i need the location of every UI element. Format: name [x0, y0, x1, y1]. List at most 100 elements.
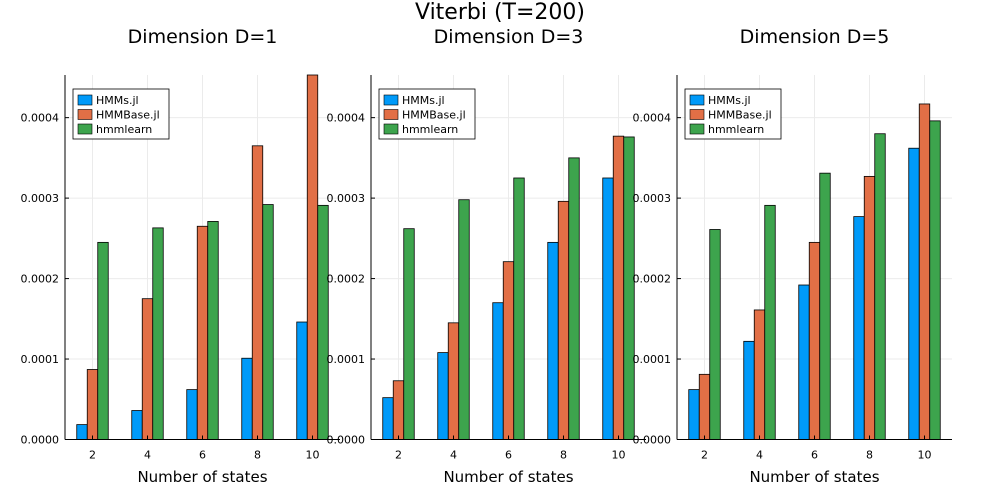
legend-swatch-hmmlearn: [77, 123, 93, 135]
bar-hmmlearn-4: [152, 227, 164, 440]
legend-label-HMMs.jl: HMMs.jl: [402, 94, 445, 107]
chart-panel-1: 0.0000 0.0001 0.0002 0.0003 0.0004 2 4 6 8 10 Dime…: [21, 26, 340, 486]
legend-label-HMMBase.jl: HMMBase.jl: [96, 109, 160, 122]
bar-HMMBase.jl-4: [141, 298, 154, 440]
chart-panel-3: 0.0000 0.0001 0.0002 0.0003 0.0004 2 4 6 8 10 Dime…: [633, 26, 952, 486]
bar-hmmlearn-2: [403, 228, 415, 440]
bar-HMMBase.jl-8: [557, 200, 570, 440]
legend-swatch-HMMs.jl: [77, 94, 93, 106]
x-tick-label: 10: [306, 449, 320, 462]
bar-HMMs.jl-4: [131, 410, 143, 440]
bar-HMMs.jl-4: [437, 352, 449, 440]
x-tick-label: 2: [701, 449, 708, 462]
y-tick-label: 0.0004: [21, 112, 60, 125]
legend-label-HMMs.jl: HMMs.jl: [96, 94, 139, 107]
bar-hmmlearn-4: [458, 199, 470, 440]
bar-HMMBase.jl-6: [196, 225, 209, 440]
legend-swatch-HMMBase.jl: [383, 109, 399, 120]
bar-HMMs.jl-10: [908, 147, 920, 440]
x-tick-label: 2: [89, 449, 96, 462]
legend-label-HMMs.jl: HMMs.jl: [708, 94, 751, 107]
chart-title: Dimension D=1: [128, 26, 278, 48]
x-tick-label: 6: [505, 449, 512, 462]
bar-HMMs.jl-6: [186, 389, 198, 440]
legend-swatch-HMMBase.jl: [689, 109, 705, 120]
bar-hmmlearn-6: [513, 177, 525, 440]
x-tick-label: 8: [866, 449, 873, 462]
y-tick-label: 0.0002: [327, 273, 366, 286]
bar-HMMs.jl-2: [76, 424, 88, 440]
bar-HMMBase.jl-10: [306, 74, 319, 440]
series-hmmlearn: [709, 120, 941, 440]
bar-HMMs.jl-4: [743, 340, 755, 440]
bar-hmmlearn-10: [317, 204, 329, 440]
y-tick-label: 0.0000: [21, 434, 60, 447]
series-hmmlearn: [97, 204, 329, 440]
y-tick-label: 0.0003: [21, 192, 60, 205]
x-tick-label: 8: [560, 449, 567, 462]
bar-HMMBase.jl-8: [863, 175, 876, 440]
bar-HMMBase.jl-6: [808, 241, 821, 440]
y-tick-label: 0.0000: [633, 434, 672, 447]
x-tick-label: 8: [254, 449, 261, 462]
bar-HMMs.jl-6: [492, 302, 504, 440]
bar-hmmlearn-2: [709, 229, 721, 440]
x-tick-label: 6: [811, 449, 818, 462]
series-HMMs.jl: [688, 147, 920, 440]
x-axis-label: Number of states: [443, 468, 573, 486]
y-tick-label: 0.0004: [633, 112, 672, 125]
bar-hmmlearn-2: [97, 241, 109, 440]
bar-hmmlearn-8: [262, 204, 274, 440]
bar-HMMBase.jl-2: [392, 380, 405, 440]
bar-hmmlearn-10: [623, 136, 635, 440]
chart-panel-2: 0.0000 0.0001 0.0002 0.0003 0.0004 2 4 6 8 10 Dime…: [327, 26, 646, 486]
legend-swatch-HMMBase.jl: [77, 109, 93, 120]
bar-HMMBase.jl-10: [918, 103, 931, 440]
bar-HMMBase.jl-4: [753, 309, 766, 440]
y-tick-label: 0.0001: [327, 353, 366, 366]
y-tick-label: 0.0001: [21, 353, 60, 366]
legend-label-HMMBase.jl: HMMBase.jl: [402, 109, 466, 122]
x-tick-label: 4: [450, 449, 457, 462]
legend-swatch-HMMs.jl: [383, 94, 399, 106]
bar-HMMs.jl-10: [602, 177, 614, 440]
y-tick-label: 0.0003: [633, 192, 672, 205]
bar-HMMBase.jl-10: [612, 135, 625, 440]
y-tick-label: 0.0004: [327, 112, 366, 125]
x-tick-label: 4: [144, 449, 151, 462]
legend-swatch-hmmlearn: [383, 123, 399, 135]
bar-HMMs.jl-8: [853, 216, 865, 440]
x-tick-label: 10: [918, 449, 932, 462]
bar-HMMs.jl-2: [382, 397, 394, 440]
x-tick-label: 6: [199, 449, 206, 462]
legend-swatch-hmmlearn: [689, 123, 705, 135]
chart-title: Dimension D=3: [434, 26, 584, 48]
x-tick-label: 2: [395, 449, 402, 462]
x-tick-label: 10: [612, 449, 626, 462]
bar-HMMs.jl-6: [798, 284, 810, 440]
bar-HMMs.jl-8: [547, 241, 559, 440]
bar-HMMBase.jl-6: [502, 261, 515, 440]
x-tick-label: 4: [756, 449, 763, 462]
y-tick-label: 0.0003: [327, 192, 366, 205]
x-axis-label: Number of states: [749, 468, 879, 486]
legend-label-HMMBase.jl: HMMBase.jl: [708, 109, 772, 122]
figure-title: Viterbi (T=200): [415, 0, 585, 25]
bar-hmmlearn-8: [874, 133, 886, 440]
bar-hmmlearn-4: [764, 204, 776, 440]
legend-label-hmmlearn: hmmlearn: [708, 123, 764, 136]
legend-swatch-HMMs.jl: [689, 94, 705, 106]
y-tick-label: 0.0002: [633, 273, 672, 286]
bar-HMMs.jl-2: [688, 389, 700, 440]
y-tick-label: 0.0000: [327, 434, 366, 447]
y-tick-label: 0.0002: [21, 273, 60, 286]
bar-hmmlearn-8: [568, 157, 580, 440]
bar-HMMBase.jl-2: [86, 369, 99, 440]
legend-label-hmmlearn: hmmlearn: [402, 123, 458, 136]
chart-title: Dimension D=5: [740, 26, 890, 48]
